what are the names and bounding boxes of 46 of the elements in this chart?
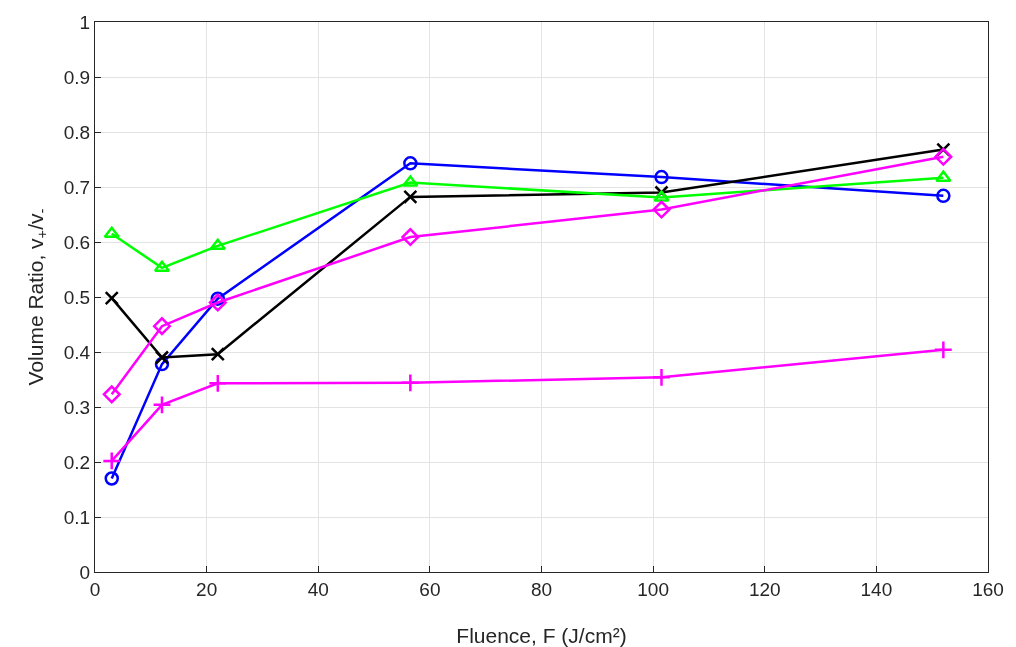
point xyxy=(208,293,227,312)
point xyxy=(153,260,171,273)
point xyxy=(102,385,121,404)
x-tick-label: 160 xyxy=(972,578,1004,600)
point xyxy=(403,156,418,171)
point xyxy=(936,188,951,204)
point xyxy=(403,189,418,205)
point xyxy=(208,373,228,393)
point xyxy=(210,346,226,362)
x-tick-label: 120 xyxy=(748,578,781,600)
point xyxy=(401,228,420,247)
point xyxy=(152,395,172,415)
y-tick-label: 0.9 xyxy=(63,66,91,88)
y-tick-label: 0.3 xyxy=(63,396,91,418)
y-tick-label: 0.5 xyxy=(63,286,91,308)
point xyxy=(154,350,170,365)
point xyxy=(103,226,120,238)
point xyxy=(934,147,953,166)
x-tick-label: 20 xyxy=(196,578,218,600)
x-axis-title: Fluence, F (J/cm²) xyxy=(456,624,627,647)
point xyxy=(654,169,669,185)
y-tick-label: 1 xyxy=(79,11,91,33)
point xyxy=(935,170,952,182)
point xyxy=(102,451,122,471)
y-tick-label: 0.8 xyxy=(63,121,91,143)
x-tick-label: 100 xyxy=(637,578,669,600)
x-tick-label: 140 xyxy=(860,578,893,600)
point xyxy=(104,290,119,306)
y-tick-label: 0.2 xyxy=(63,451,91,473)
x-tick-label: 40 xyxy=(307,578,329,600)
point xyxy=(402,175,419,187)
y-tick-label: 0.7 xyxy=(63,176,91,198)
point xyxy=(653,190,670,202)
point xyxy=(651,367,672,387)
y-tick-label: 0.6 xyxy=(63,231,91,253)
point xyxy=(652,200,671,219)
point xyxy=(933,340,953,360)
y-tick-label: 0.4 xyxy=(63,341,91,363)
point xyxy=(209,238,226,251)
point xyxy=(400,373,420,393)
x-tick-label: 80 xyxy=(530,578,553,600)
x-tick-label: 60 xyxy=(419,578,441,600)
point xyxy=(152,317,172,336)
y-tick-label: 0 xyxy=(79,561,91,583)
y-tick-label: 0.1 xyxy=(63,506,91,528)
point xyxy=(104,471,119,486)
